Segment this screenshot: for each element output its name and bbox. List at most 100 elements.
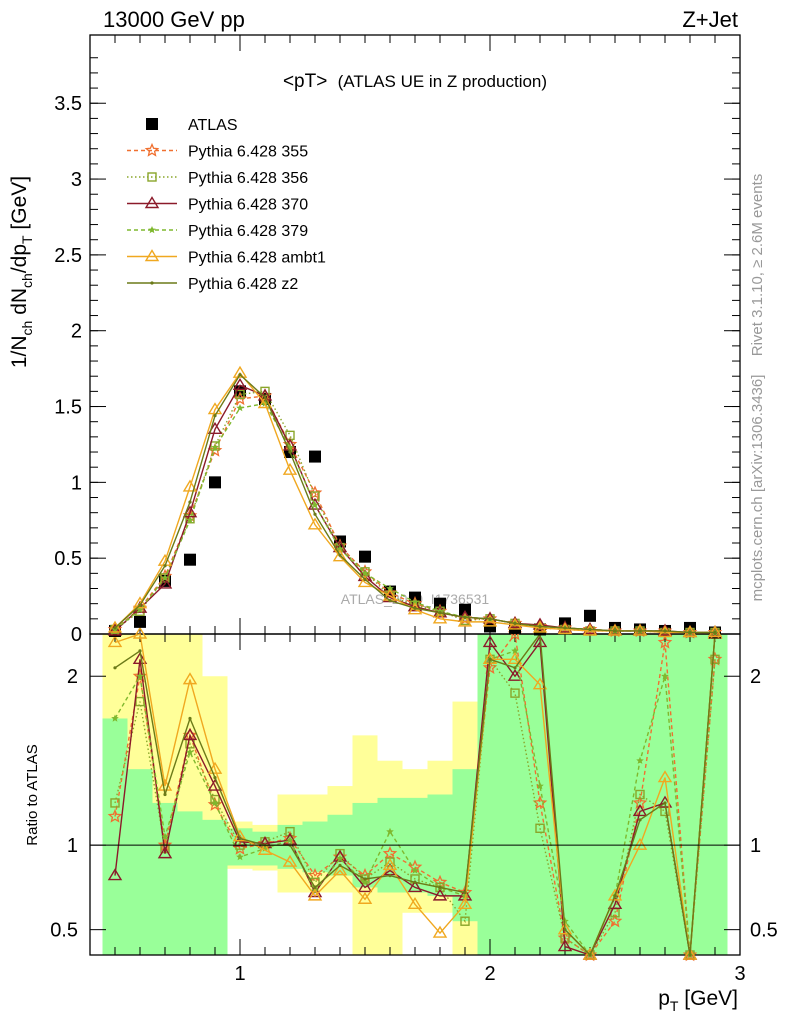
data-marker-star: [361, 878, 369, 886]
inner-band-bin: [477, 634, 503, 955]
data-marker-dot: [413, 880, 417, 884]
data-marker-dot: [638, 818, 642, 822]
data-marker-star-open: [144, 142, 160, 157]
data-marker-star: [148, 226, 156, 234]
data-marker-dot: [438, 885, 442, 890]
data-marker-dot: [338, 553, 342, 557]
data-marker-square-open: [635, 789, 645, 800]
data-marker-dot: [588, 627, 592, 632]
data-marker-triangle: [157, 576, 173, 589]
data-marker-star: [461, 891, 469, 900]
y-axis-title-part: /dp: [8, 244, 31, 273]
inner-band-bin: [602, 634, 628, 955]
data-marker-triangle: [232, 829, 248, 842]
data-marker-square: [146, 118, 158, 130]
data-marker-dot: [138, 603, 142, 607]
data-marker-dot: [438, 611, 442, 615]
ratio-y-axis-title: Ratio to ATLAS: [24, 744, 41, 845]
data-marker-triangle: [657, 770, 673, 783]
data-marker-triangle: [257, 842, 273, 855]
data-marker-dot: [188, 716, 192, 721]
series-pythia-6-428-z2: [113, 632, 717, 957]
inner-band-bin: [702, 634, 728, 955]
data-marker-dot: [288, 450, 292, 454]
main-y-axis: 0 0.5 1 1.5 2 2.5 3 3.5: [54, 57, 740, 646]
data-marker-square-open: [285, 826, 295, 837]
data-marker-star: [561, 917, 569, 925]
data-marker-triangle: [682, 625, 698, 638]
legend-entry: Pythia 6.428 370: [127, 196, 308, 214]
data-marker-triangle: [182, 728, 198, 741]
y-axis-title-part: ch: [19, 273, 35, 288]
data-marker-dot: [313, 885, 317, 890]
main-y-tick-label: 1.5: [54, 397, 82, 419]
data-marker-star: [161, 832, 169, 840]
data-marker-triangle: [532, 677, 548, 690]
data-marker-dot: [388, 873, 392, 878]
data-marker-square: [134, 615, 146, 628]
data-marker-triangle: [432, 925, 448, 938]
legend-label: Pythia 6.428 355: [188, 144, 308, 161]
main-y-tick-label: 2: [71, 321, 82, 343]
data-marker-triangle: [482, 635, 498, 648]
data-marker-triangle: [632, 837, 648, 850]
data-marker-dot: [138, 649, 142, 653]
legend-entry: ATLAS: [146, 117, 238, 134]
data-marker-triangle: [282, 854, 298, 867]
data-marker-square: [184, 553, 196, 566]
x-axis-title-part: [GeV]: [678, 987, 738, 1010]
data-marker-star-open: [107, 808, 123, 823]
data-marker-star: [211, 443, 219, 451]
data-marker-triangle: [132, 596, 148, 609]
data-marker-dot: [613, 894, 617, 898]
data-marker-dot: [150, 281, 154, 285]
data-marker-square: [209, 476, 221, 489]
data-marker-triangle: [682, 947, 698, 960]
data-marker-square: [584, 609, 596, 622]
data-marker-dot: [688, 953, 692, 957]
data-marker-star-open: [532, 795, 548, 810]
data-marker-square-open: [135, 696, 145, 707]
data-marker-triangle: [632, 623, 648, 636]
series-pythia-6-428-379: [111, 399, 719, 636]
data-marker-star-open: [657, 634, 673, 649]
data-marker-dot: [413, 606, 417, 610]
main-y-tick-label: 1: [71, 472, 82, 494]
data-marker-dot: [238, 373, 242, 377]
y-axis-title-part: ch: [19, 321, 35, 336]
inner-band-bin: [127, 769, 153, 955]
data-marker-dot: [213, 776, 217, 780]
data-marker-square: [459, 603, 471, 616]
data-marker-dot: [163, 564, 167, 568]
data-marker-triangle: [507, 668, 523, 681]
data-marker-triangle: [232, 365, 248, 378]
legend-entry: Pythia 6.428 z2: [127, 276, 298, 293]
series-line: [114, 633, 716, 956]
data-marker-star-open: [382, 845, 398, 860]
data-marker-dot: [613, 629, 617, 633]
data-marker-star: [636, 756, 644, 764]
data-marker-triangle: [207, 402, 223, 415]
data-marker-triangle: [282, 462, 298, 475]
data-marker-triangle: [532, 617, 548, 630]
data-marker-star: [386, 827, 394, 835]
data-marker-star: [161, 573, 169, 582]
legend-entry: Pythia 6.428 ambt1: [127, 249, 326, 267]
inner-band-bin: [652, 634, 678, 955]
data-marker-square: [309, 450, 321, 463]
legend: ATLAS Pythia 6.428 355 Pythia 6.428 356 Pyt…: [127, 117, 326, 293]
data-marker-dot: [213, 414, 217, 418]
data-marker-star: [411, 866, 419, 874]
data-marker-triangle: [107, 635, 123, 648]
data-marker-dot: [663, 629, 667, 633]
inner-band-bin: [102, 718, 128, 955]
series-pythia-6-428-z2: [113, 373, 717, 635]
y-axis-title-part: dN: [8, 288, 31, 321]
data-marker-triangle: [557, 922, 573, 935]
data-marker-triangle: [107, 620, 123, 633]
data-marker-triangle: [382, 858, 398, 871]
data-marker-dot: [638, 629, 642, 633]
data-marker-triangle: [182, 479, 198, 492]
data-marker-dot: [463, 615, 467, 619]
data-marker-triangle: [307, 517, 323, 530]
